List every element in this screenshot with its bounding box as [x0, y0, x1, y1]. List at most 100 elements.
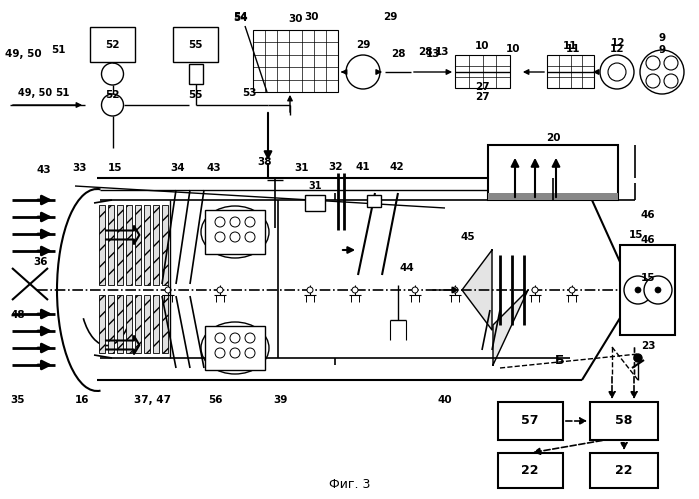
Circle shape: [635, 287, 641, 293]
Text: 13: 13: [435, 47, 449, 57]
Bar: [153, 295, 159, 353]
Circle shape: [646, 74, 660, 88]
Text: 30: 30: [288, 14, 303, 24]
Text: 12: 12: [611, 38, 625, 48]
Bar: [99, 205, 105, 285]
Bar: [367, 195, 381, 207]
Text: 10: 10: [506, 44, 520, 54]
Circle shape: [655, 287, 661, 293]
Circle shape: [307, 287, 313, 293]
Text: 46: 46: [641, 210, 656, 220]
Circle shape: [608, 63, 626, 81]
Text: 31: 31: [295, 163, 309, 173]
Bar: [488, 145, 618, 200]
Circle shape: [640, 50, 684, 94]
Circle shape: [664, 74, 678, 88]
Bar: [547, 55, 594, 88]
Bar: [189, 64, 203, 84]
Text: 42: 42: [389, 162, 404, 172]
Text: 51: 51: [55, 88, 69, 98]
Text: 41: 41: [356, 162, 370, 172]
Circle shape: [230, 333, 240, 343]
Bar: [126, 295, 132, 353]
Text: 54: 54: [233, 13, 247, 23]
Text: 32: 32: [329, 162, 343, 172]
Text: 9: 9: [658, 45, 665, 55]
Bar: [135, 205, 141, 285]
Text: 44: 44: [400, 263, 415, 273]
Bar: [144, 295, 150, 353]
Bar: [173, 27, 218, 62]
Text: 22: 22: [615, 464, 633, 477]
Circle shape: [215, 232, 225, 242]
Text: 45: 45: [461, 232, 475, 242]
Text: 11: 11: [565, 44, 580, 54]
Circle shape: [644, 276, 672, 304]
Text: Б: Б: [555, 353, 565, 366]
Text: 55: 55: [188, 90, 202, 100]
Bar: [162, 205, 168, 285]
Text: 28: 28: [391, 49, 405, 59]
Circle shape: [245, 232, 255, 242]
Text: 9: 9: [658, 33, 665, 43]
Text: 57: 57: [521, 415, 539, 428]
Text: 30: 30: [305, 12, 319, 22]
Bar: [135, 295, 141, 353]
Bar: [498, 453, 563, 488]
Bar: [153, 205, 159, 285]
Text: 51: 51: [51, 45, 65, 55]
Text: 43: 43: [36, 165, 51, 175]
Text: 15: 15: [628, 230, 643, 240]
Circle shape: [412, 287, 418, 293]
Circle shape: [532, 287, 538, 293]
Polygon shape: [462, 250, 492, 330]
Circle shape: [230, 217, 240, 227]
Text: 55: 55: [188, 39, 203, 49]
Text: 48: 48: [10, 310, 25, 320]
Text: 27: 27: [475, 92, 490, 102]
Text: 38: 38: [258, 157, 272, 167]
Circle shape: [634, 354, 642, 362]
Text: 12: 12: [610, 44, 624, 54]
Text: 52: 52: [106, 39, 120, 49]
Text: Фиг. 3: Фиг. 3: [329, 478, 370, 491]
Circle shape: [600, 55, 634, 89]
Bar: [488, 193, 618, 200]
Text: 49, 50: 49, 50: [18, 88, 52, 98]
Text: 49, 50: 49, 50: [5, 49, 42, 59]
Circle shape: [230, 348, 240, 358]
Bar: [498, 402, 563, 440]
Bar: [620, 245, 675, 335]
Text: 23: 23: [641, 341, 655, 351]
Circle shape: [215, 348, 225, 358]
Bar: [117, 295, 123, 353]
Circle shape: [245, 348, 255, 358]
Text: 20: 20: [546, 133, 561, 143]
Text: 27: 27: [475, 82, 489, 92]
Circle shape: [352, 287, 358, 293]
Text: 53: 53: [242, 88, 257, 98]
Text: 56: 56: [208, 395, 222, 405]
Circle shape: [664, 56, 678, 70]
Bar: [108, 295, 114, 353]
Bar: [90, 27, 135, 62]
Circle shape: [624, 276, 652, 304]
Bar: [455, 55, 510, 88]
Bar: [126, 205, 132, 285]
Bar: [144, 205, 150, 285]
Text: 33: 33: [73, 163, 87, 173]
Text: 39: 39: [273, 395, 287, 405]
Bar: [117, 205, 123, 285]
Text: 54: 54: [233, 12, 247, 22]
Text: 15: 15: [108, 163, 122, 173]
Circle shape: [245, 333, 255, 343]
Text: 46: 46: [641, 235, 656, 245]
Circle shape: [215, 217, 225, 227]
Text: 22: 22: [521, 464, 539, 477]
Text: 13: 13: [426, 49, 440, 59]
Circle shape: [452, 287, 458, 293]
Circle shape: [245, 217, 255, 227]
Text: 29: 29: [356, 40, 370, 50]
Text: 31: 31: [308, 181, 322, 191]
Circle shape: [101, 94, 124, 116]
